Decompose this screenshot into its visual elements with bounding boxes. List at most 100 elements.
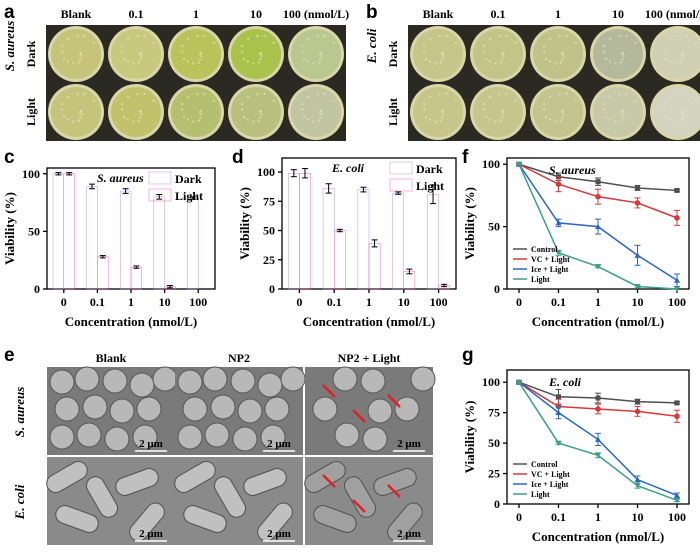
petri-colony-dot	[203, 92, 206, 95]
chart-d-legend-label: Dark	[416, 162, 443, 176]
chart-c-legend-swatch	[148, 188, 172, 202]
petri-colony-dot	[603, 108, 606, 111]
petri-colony-dot	[561, 51, 564, 55]
petri-dish	[111, 87, 161, 137]
chart-d-xtick-label: 100	[430, 295, 448, 309]
sem-rod	[129, 502, 165, 542]
petri-colony-dot	[488, 60, 491, 63]
chart-d-xtick-label: 0	[296, 295, 302, 309]
chart-c-xtick-label: 10	[159, 295, 171, 309]
sem-cocci	[204, 422, 230, 448]
petri-colony-dot	[241, 108, 244, 111]
sem-rod	[313, 505, 357, 533]
chart-d-bar-dark	[288, 173, 300, 290]
petri-dish	[231, 87, 281, 137]
petri-colony-dot	[438, 92, 441, 96]
petri-colony-dot	[241, 44, 244, 48]
petri-colony-dot	[562, 112, 565, 116]
petri-colony-dot	[137, 61, 140, 64]
petri-colony-dot	[663, 44, 666, 48]
petri-colony-dot	[501, 51, 504, 55]
petri-colony-dot	[272, 41, 275, 44]
petri-colony-dot	[554, 120, 557, 123]
petri-dish	[291, 87, 341, 137]
petri-dish	[171, 29, 221, 79]
sem-row-label: E. coli	[12, 484, 27, 520]
petri-colony-dot	[259, 116, 262, 119]
petri-colony-dot	[263, 92, 266, 95]
petri-colony-dot	[681, 109, 684, 113]
petri-colony-dot	[77, 119, 80, 122]
petri-colony-dot	[489, 95, 492, 99]
petri-colony-dot	[442, 112, 445, 116]
petri-colony-dot	[272, 99, 275, 102]
petri-colony-dot	[544, 57, 548, 61]
petri-col-label: 0.1	[491, 7, 506, 21]
chart-d-ylabel: Viability (%)	[237, 187, 252, 260]
chart-g-marker	[595, 406, 601, 412]
chart-f-marker	[674, 286, 680, 292]
petri-colony-dot	[423, 108, 426, 111]
sem-col-label: NP2 + Light	[338, 351, 401, 365]
petri-colony-dot	[438, 34, 441, 38]
petri-colony-dot	[548, 118, 551, 121]
petri-colony-dot	[79, 109, 82, 113]
petri-col-label: Blank	[423, 7, 454, 21]
petri-colony-dot	[62, 57, 66, 61]
petri-colony-dot	[252, 120, 255, 123]
petri-col-label: 100 (nmol/L)	[645, 7, 700, 21]
petri-colony-dot	[621, 109, 624, 113]
petri-colony-dot	[196, 34, 199, 38]
petri-colony-dot	[307, 37, 310, 41]
sem-col-label: NP2	[228, 351, 250, 365]
petri-colony-dot	[122, 57, 126, 61]
chart-c-bar-dark	[187, 197, 199, 290]
petri-colony-dot	[247, 95, 250, 99]
petri-colony-dot	[609, 95, 612, 99]
chart-g-ytick-label: 75	[488, 406, 500, 420]
petri-dish	[171, 87, 221, 137]
chart-c-legend-swatch	[148, 171, 172, 185]
chart-c-bar-light	[97, 256, 109, 290]
sem-scale-label: 2 μm	[397, 528, 421, 540]
chart-g-ytick-label: 25	[488, 467, 500, 481]
petri-colony-dot	[256, 34, 259, 38]
chart-g-marker	[634, 476, 641, 483]
chart-c-ylabel: Viability (%)	[2, 192, 17, 265]
chart-g-xtick-label: 10	[632, 510, 644, 524]
petri-colony-dot	[562, 54, 565, 58]
petri-colony-dot	[127, 37, 130, 41]
petri-colony-dot	[554, 62, 557, 65]
petri-colony-dot	[319, 58, 322, 61]
sem-cocci	[76, 422, 102, 448]
sem-rod	[257, 502, 293, 542]
chart-g-ylabel: Viability (%)	[462, 401, 477, 474]
petri-colony-dot	[681, 116, 684, 119]
sem-cocci	[332, 366, 358, 392]
sem-cocci	[237, 398, 263, 424]
sem-scale-label: 2 μm	[267, 438, 291, 450]
petri-colony-dot	[454, 99, 457, 102]
panel-letter-d: d	[232, 147, 244, 168]
petri-colony-dot	[252, 62, 255, 65]
petri-colony-dot	[306, 60, 309, 63]
sem-scale-label: 2 μm	[397, 438, 421, 450]
petri-colony-dot	[79, 116, 82, 119]
petri-colony-dot	[242, 115, 246, 119]
petri-colony-dot	[614, 120, 617, 123]
petri-colony-dot	[192, 120, 195, 123]
chart-g-legend-label: Control	[531, 460, 558, 469]
petri-colony-dot	[80, 112, 83, 116]
petri-colony-dot	[199, 58, 202, 61]
chart-f-ylabel: Viability (%)	[462, 187, 477, 260]
petri-colony-dot	[136, 92, 139, 96]
petri-colony-dot	[484, 57, 488, 61]
petri-colony-dot	[685, 34, 688, 37]
sem-rod	[183, 505, 227, 533]
petri-dish	[231, 29, 281, 79]
petri-colony-dot	[181, 50, 184, 53]
petri-colony-dot	[257, 61, 260, 64]
petri-colony-dot	[259, 51, 262, 55]
